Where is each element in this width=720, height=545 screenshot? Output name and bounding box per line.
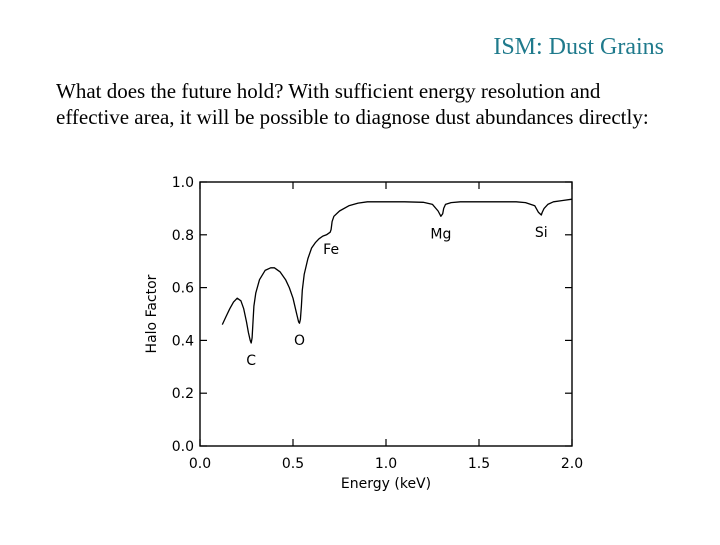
series-line (221, 198, 573, 344)
y-tick-label: 0.8 (172, 228, 194, 244)
x-tick-label: 1.0 (375, 456, 397, 472)
edge-label: Si (535, 225, 548, 241)
edge-label: Mg (430, 226, 451, 242)
y-tick-label: 1.0 (172, 175, 194, 191)
slide-body-text: What does the future hold? With sufficie… (56, 79, 649, 129)
chart-annotations: C O Fe Mg Si (246, 225, 547, 369)
slide-title: ISM: Dust Grains (493, 34, 664, 60)
y-tick-label: 0.6 (172, 281, 194, 297)
x-tick-label: 1.5 (468, 456, 490, 472)
y-ticks: 0.0 0.2 0.4 0.6 0.8 1.0 (172, 175, 572, 455)
x-tick-label: 0.0 (189, 456, 211, 472)
x-tick-label: 0.5 (282, 456, 304, 472)
x-axis-label: Energy (keV) (341, 476, 431, 492)
edge-label: O (294, 333, 305, 349)
y-axis-label: Halo Factor (144, 274, 160, 353)
y-tick-label: 0.0 (172, 439, 194, 455)
y-tick-label: 0.2 (172, 386, 194, 402)
edge-label: C (246, 353, 256, 369)
edge-label: Fe (323, 242, 339, 258)
y-tick-label: 0.4 (172, 333, 194, 349)
x-ticks: 0.0 0.5 1.0 1.5 2.0 (189, 182, 583, 472)
x-tick-label: 2.0 (561, 456, 583, 472)
plot-frame (199, 181, 573, 447)
chart-series (221, 198, 573, 344)
